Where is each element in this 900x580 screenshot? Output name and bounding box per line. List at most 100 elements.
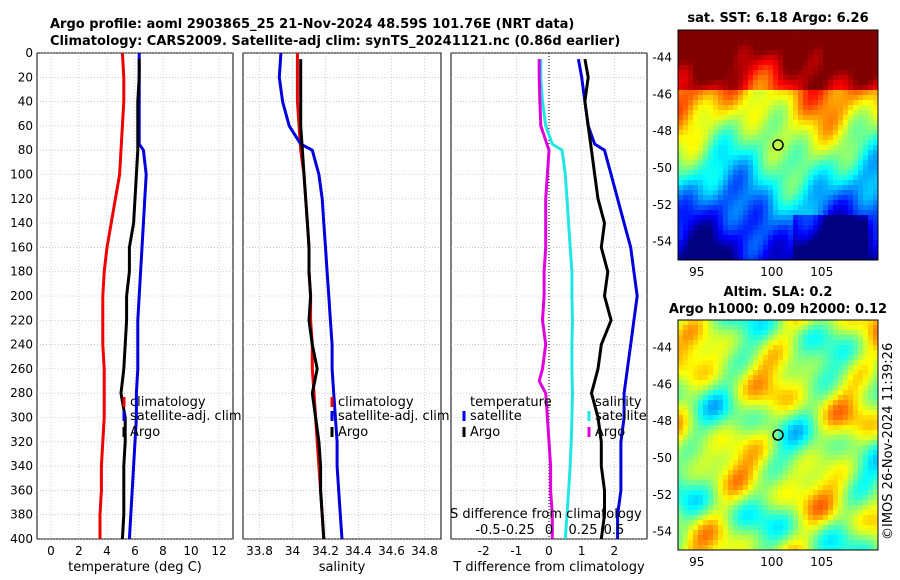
heatmap-cell <box>858 395 864 401</box>
heatmap-cell <box>863 375 869 381</box>
heatmap-cell <box>858 55 864 61</box>
heatmap-cell <box>838 485 844 491</box>
heatmap-cell <box>763 435 769 441</box>
heatmap-cell <box>763 495 769 501</box>
heatmap-cell <box>778 520 784 526</box>
heatmap-cell <box>793 90 799 96</box>
heatmap-cell <box>688 480 694 486</box>
heatmap-cell <box>808 70 814 76</box>
heatmap-cell <box>773 370 779 376</box>
heatmap-cell <box>853 325 859 331</box>
heatmap-cell <box>828 510 834 516</box>
heatmap-cell <box>833 140 839 146</box>
heatmap-cell <box>858 390 864 396</box>
heatmap-cell <box>778 435 784 441</box>
heatmap-cell <box>753 365 759 371</box>
heatmap-cell <box>863 360 869 366</box>
heatmap-cell <box>873 230 879 236</box>
heatmap-cell <box>833 360 839 366</box>
heatmap-cell <box>748 155 754 161</box>
heatmap-cell <box>773 380 779 386</box>
heatmap-cell <box>698 235 704 241</box>
heatmap-cell <box>838 55 844 61</box>
heatmap-cell <box>748 75 754 81</box>
heatmap-cell <box>793 440 799 446</box>
heatmap-cell <box>753 105 759 111</box>
heatmap-cell <box>823 520 829 526</box>
heatmap-cell <box>748 185 754 191</box>
heatmap-cell <box>753 70 759 76</box>
heatmap-cell <box>793 545 799 551</box>
heatmap-cell <box>758 365 764 371</box>
heatmap-cell <box>803 135 809 141</box>
heatmap-cell <box>728 330 734 336</box>
heatmap-cell <box>868 430 874 436</box>
heatmap-cell <box>823 50 829 56</box>
heatmap-cell <box>688 395 694 401</box>
heatmap-cell <box>783 515 789 521</box>
heatmap-cell <box>873 325 879 331</box>
heatmap-cell <box>833 470 839 476</box>
heatmap-cell <box>783 155 789 161</box>
heatmap-cell <box>743 185 749 191</box>
heatmap-cell <box>693 380 699 386</box>
heatmap-cell <box>678 445 684 451</box>
heatmap-cell <box>683 80 689 86</box>
heatmap-cell <box>703 465 709 471</box>
heatmap-cell <box>843 480 849 486</box>
heatmap-cell <box>858 405 864 411</box>
heatmap-cell <box>763 165 769 171</box>
heatmap-cell <box>713 460 719 466</box>
heatmap-cell <box>843 185 849 191</box>
heatmap-cell <box>678 355 684 361</box>
heatmap-cell <box>778 105 784 111</box>
heatmap-cell <box>688 240 694 246</box>
heatmap-cell <box>748 445 754 451</box>
heatmap-cell <box>713 520 719 526</box>
heatmap-cell <box>743 510 749 516</box>
heatmap-cell <box>873 335 879 341</box>
heatmap-cell <box>743 400 749 406</box>
heatmap-cell <box>828 235 834 241</box>
heatmap-cell <box>823 240 829 246</box>
heatmap-cell <box>743 220 749 226</box>
heatmap-cell <box>733 90 739 96</box>
heatmap-cell <box>718 225 724 231</box>
heatmap-cell <box>753 390 759 396</box>
heatmap-cell <box>788 125 794 131</box>
heatmap-cell <box>743 145 749 151</box>
heatmap-cell <box>743 500 749 506</box>
heatmap-cell <box>788 250 794 256</box>
heatmap-cell <box>873 145 879 151</box>
heatmap-cell <box>713 160 719 166</box>
heatmap-cell <box>733 525 739 531</box>
heatmap-cell <box>808 515 814 521</box>
heatmap-cell <box>688 95 694 101</box>
heatmap-cell <box>783 380 789 386</box>
heatmap-cell <box>843 390 849 396</box>
heatmap-cell <box>773 345 779 351</box>
heatmap-cell <box>843 540 849 546</box>
heatmap-cell <box>763 185 769 191</box>
heatmap-cell <box>793 65 799 71</box>
heatmap-cell <box>858 215 864 221</box>
heatmap-cell <box>783 60 789 66</box>
heatmap-cell <box>733 545 739 551</box>
heatmap-cell <box>748 195 754 201</box>
heatmap-cell <box>808 325 814 331</box>
heatmap-cell <box>828 375 834 381</box>
heatmap-cell <box>728 470 734 476</box>
heatmap-cell <box>863 70 869 76</box>
heatmap-cell <box>823 360 829 366</box>
heatmap-cell <box>858 50 864 56</box>
heatmap-cell <box>788 85 794 91</box>
heatmap-cell <box>858 400 864 406</box>
heatmap-cell <box>838 440 844 446</box>
heatmap-cell <box>703 385 709 391</box>
heatmap-cell <box>813 455 819 461</box>
heatmap-cell <box>773 210 779 216</box>
heatmap-cell <box>688 355 694 361</box>
heatmap-cell <box>763 80 769 86</box>
heatmap-cell <box>813 485 819 491</box>
heatmap-cell <box>698 145 704 151</box>
